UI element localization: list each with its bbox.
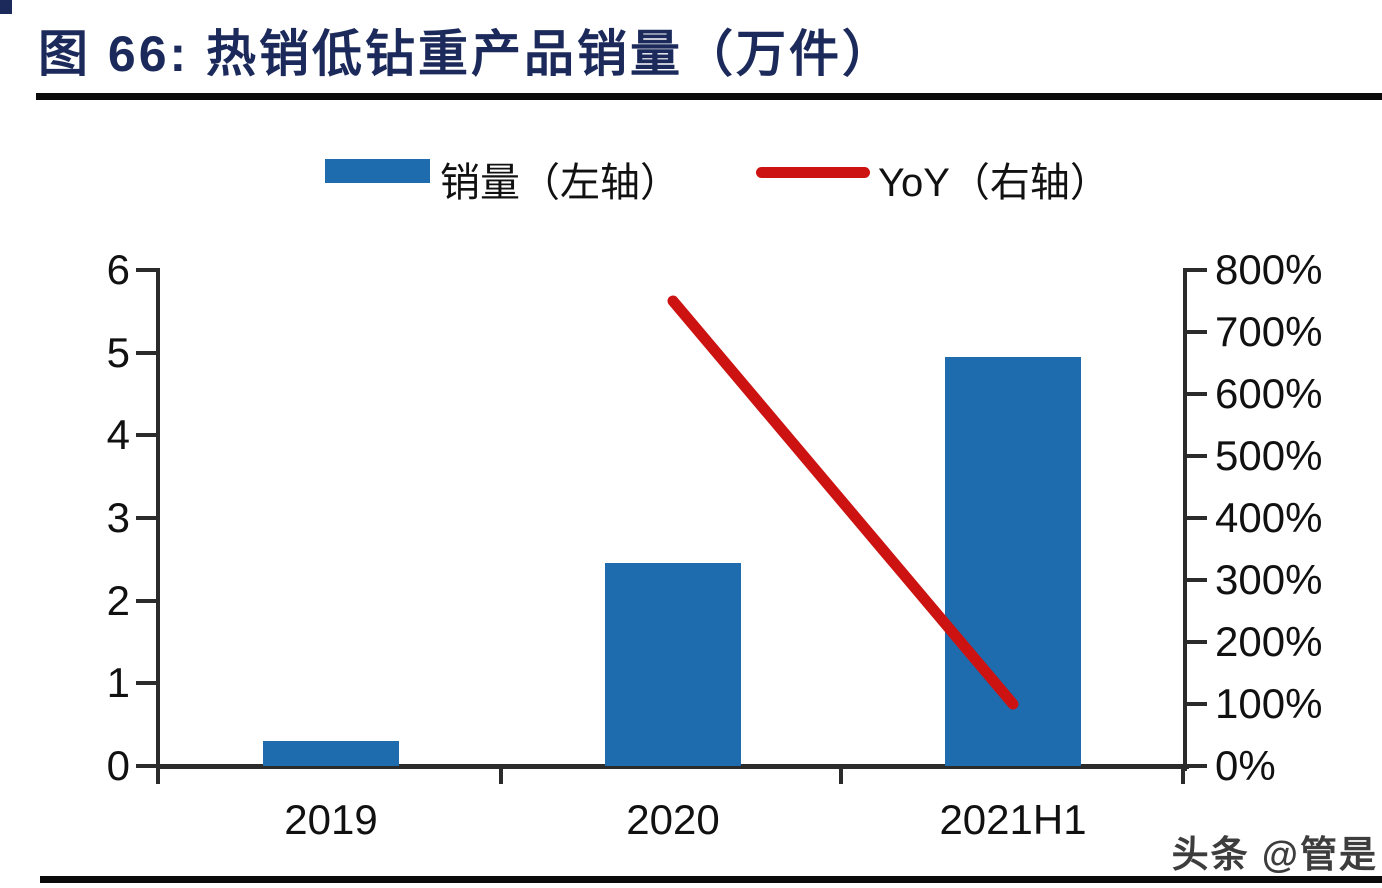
y-axis-label-right: 100% bbox=[1215, 680, 1323, 727]
y-tick-left bbox=[136, 433, 156, 438]
figure-title: 图 66: 热销低钻重产品销量（万件） bbox=[38, 26, 896, 82]
y-axis-label-left: 5 bbox=[106, 328, 130, 376]
y-axis-label-left: 3 bbox=[106, 494, 130, 541]
x-tick bbox=[499, 769, 503, 784]
y-tick-left bbox=[136, 681, 156, 686]
y-axis-label-right: 700% bbox=[1215, 308, 1323, 355]
watermark: 头条 @管是 bbox=[1171, 834, 1378, 875]
y-tick-right bbox=[1187, 578, 1207, 582]
y-axis-label-right: 0% bbox=[1215, 742, 1276, 789]
x-axis-category-label: 2021H1 bbox=[939, 796, 1087, 843]
x-axis-category-label: 2019 bbox=[284, 796, 378, 843]
y-tick-right bbox=[1187, 268, 1207, 272]
legend-bar-swatch bbox=[325, 159, 430, 183]
sales-bar bbox=[263, 741, 399, 766]
corner-mark bbox=[0, 0, 12, 14]
sales-bar bbox=[945, 356, 1081, 766]
y-axis-label-left: 1 bbox=[106, 659, 130, 707]
y-tick-left bbox=[136, 350, 156, 355]
title-underline bbox=[36, 93, 1382, 100]
y-axis-label-left: 0 bbox=[106, 742, 130, 789]
sales-bar bbox=[605, 563, 741, 766]
y-tick-right bbox=[1187, 392, 1207, 396]
x-axis bbox=[156, 764, 1189, 769]
y-tick-left bbox=[136, 516, 156, 520]
legend-line-swatch bbox=[756, 167, 870, 178]
legend-sales-label: 销量（左轴） bbox=[440, 161, 680, 205]
y-axis-label-left: 2 bbox=[106, 576, 130, 624]
y-axis-label-right: 400% bbox=[1215, 494, 1323, 541]
bottom-rule bbox=[40, 876, 1382, 883]
y-axis-label-right: 200% bbox=[1215, 618, 1323, 665]
y-tick-right bbox=[1187, 516, 1207, 520]
y-axis-left bbox=[156, 268, 160, 771]
y-tick-right bbox=[1187, 764, 1207, 768]
x-tick bbox=[839, 769, 843, 784]
y-axis-label-right: 300% bbox=[1215, 556, 1323, 603]
y-axis-label-right: 500% bbox=[1215, 432, 1323, 479]
legend-yoy-label: YoY（右轴） bbox=[878, 161, 1110, 205]
x-tick bbox=[1181, 769, 1185, 784]
y-tick-right bbox=[1187, 454, 1207, 458]
y-tick-left bbox=[136, 764, 156, 768]
y-axis-label-right: 600% bbox=[1215, 370, 1323, 417]
y-axis-label-right: 800% bbox=[1215, 246, 1323, 293]
y-tick-right bbox=[1187, 640, 1207, 644]
y-axis-label-left: 4 bbox=[106, 411, 130, 459]
y-tick-left bbox=[136, 598, 156, 603]
y-axis-right bbox=[1183, 268, 1187, 771]
y-tick-right bbox=[1187, 702, 1207, 706]
y-tick-left bbox=[136, 268, 156, 272]
x-tick bbox=[156, 769, 160, 784]
y-axis-label-left: 6 bbox=[106, 246, 130, 293]
y-tick-right bbox=[1187, 330, 1207, 334]
x-axis-category-label: 2020 bbox=[626, 796, 720, 843]
